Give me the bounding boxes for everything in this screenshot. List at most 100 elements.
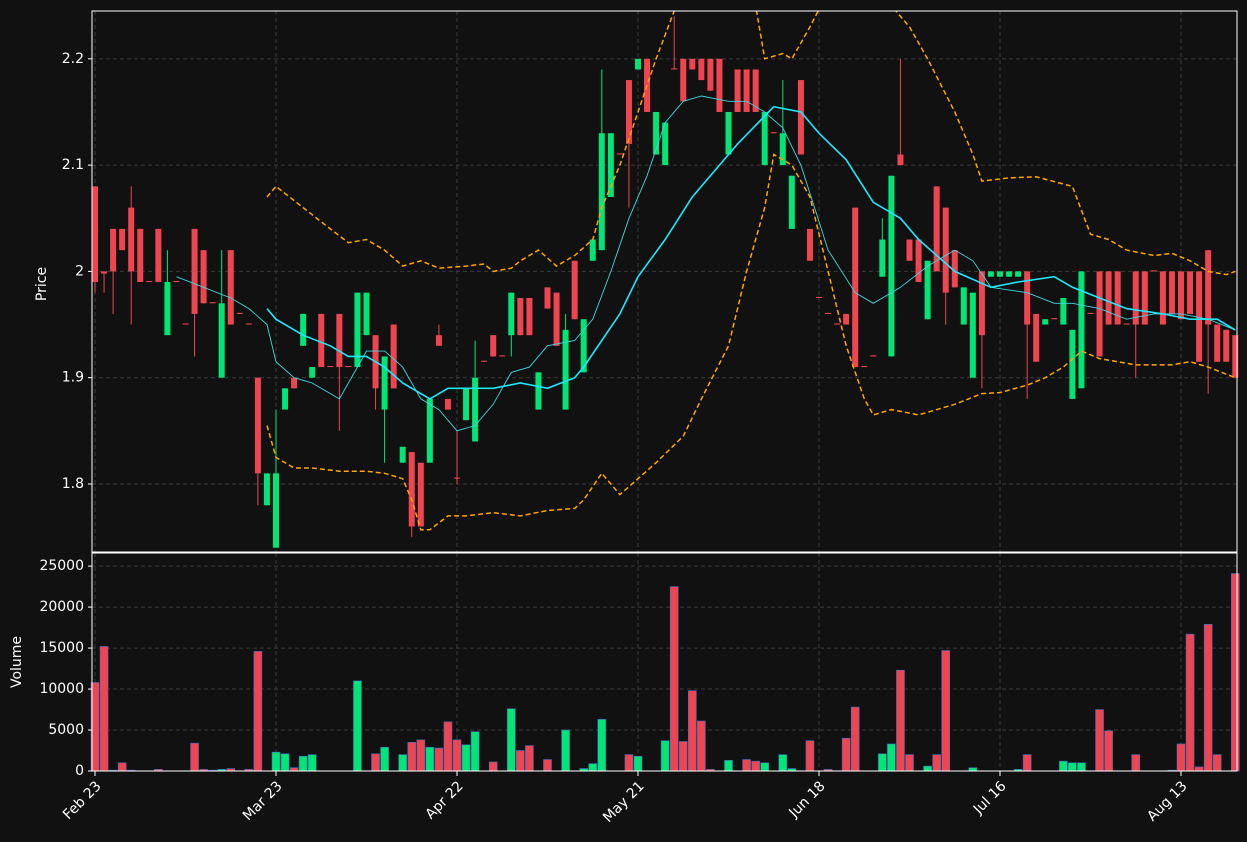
- volume-bar: [371, 753, 380, 772]
- candle-body: [499, 355, 506, 357]
- candle-body: [698, 58, 705, 81]
- candle-body: [363, 292, 370, 336]
- candle-body: [218, 303, 225, 378]
- volume-bar: [253, 651, 263, 772]
- volume-bar: [850, 706, 860, 772]
- candle-body: [779, 133, 786, 166]
- candle-body: [390, 324, 397, 389]
- candle-body: [254, 377, 261, 474]
- candle-body: [834, 323, 841, 325]
- candle-body: [435, 335, 442, 346]
- volume-bar: [1185, 633, 1195, 772]
- candle-body: [662, 122, 669, 166]
- volume-bar: [669, 586, 679, 772]
- volume-bar: [1104, 730, 1113, 772]
- volume-bar: [1059, 760, 1068, 772]
- volume-bar: [697, 720, 706, 772]
- candle-body: [273, 473, 279, 548]
- candle-body: [1168, 271, 1175, 314]
- candle-body: [1178, 271, 1184, 320]
- candle-body: [906, 239, 913, 261]
- candle-body: [1051, 318, 1058, 320]
- candle-body: [978, 271, 985, 336]
- candle-body: [137, 228, 144, 283]
- candle-body: [933, 186, 940, 272]
- volume-bar: [1022, 754, 1032, 772]
- candle-body: [1159, 271, 1166, 325]
- candle-body: [1132, 271, 1139, 325]
- volume-bar: [99, 646, 109, 772]
- candle-body: [191, 228, 198, 314]
- candle-body: [119, 228, 126, 251]
- volume-bar: [896, 669, 905, 772]
- candle-body: [1096, 271, 1103, 357]
- candle-body: [997, 271, 1003, 277]
- candle-body: [743, 69, 750, 112]
- candle-body: [987, 271, 994, 277]
- candle-body: [734, 69, 741, 112]
- volume-bar: [633, 755, 643, 772]
- candle-body: [1087, 312, 1094, 314]
- price-panel-frame: [91, 10, 1238, 553]
- candle-body: [1232, 335, 1239, 378]
- candle-body: [263, 473, 270, 506]
- candle-body: [598, 133, 605, 251]
- volume-bar: [561, 729, 570, 772]
- candle-body: [725, 111, 732, 155]
- moving-average-line: [266, 105, 1236, 400]
- candle-body: [680, 58, 687, 102]
- volume-bar: [488, 761, 498, 772]
- candle-body: [101, 271, 108, 274]
- candle-body: [481, 360, 488, 362]
- y-axis-label: Volume: [9, 636, 25, 688]
- volume-bar: [461, 744, 471, 772]
- volume-bar: [416, 739, 426, 772]
- volume-bar: [543, 759, 552, 772]
- candle-body: [1069, 329, 1076, 399]
- candle-body: [1187, 271, 1194, 314]
- y-tick-label: 20000: [39, 599, 84, 615]
- volume-bar: [516, 750, 525, 772]
- candle-body: [535, 372, 542, 410]
- volume-bar: [742, 759, 751, 772]
- candle-body: [300, 313, 307, 346]
- candle-body: [182, 323, 189, 325]
- candle-body: [1060, 297, 1067, 325]
- candle-body: [155, 228, 162, 283]
- candle-body: [1205, 250, 1212, 325]
- candle-body: [1078, 271, 1085, 389]
- candle-body: [354, 292, 361, 368]
- candle-body: [806, 228, 813, 261]
- candle-body: [852, 207, 859, 368]
- volume-bar: [407, 742, 417, 772]
- candle-body: [861, 365, 868, 368]
- candle-body: [616, 153, 623, 155]
- candle-body: [1114, 271, 1121, 325]
- y-tick-label: 25000: [39, 558, 84, 574]
- candle-body: [200, 250, 207, 304]
- candle-body: [1006, 271, 1013, 277]
- volume-bar: [624, 754, 634, 772]
- candle-body: [1223, 329, 1230, 362]
- volume-bar: [660, 740, 670, 772]
- candle-body: [209, 302, 216, 304]
- volume-bar: [1231, 573, 1240, 772]
- volume-bar: [778, 754, 788, 772]
- candle-body: [1024, 271, 1031, 325]
- y-tick-label: 10000: [39, 681, 84, 697]
- volume-bar: [190, 742, 199, 772]
- volume-bar: [805, 740, 815, 772]
- overlay-lines: [176, 11, 1236, 531]
- candle-body: [526, 297, 533, 336]
- volume-bar: [1077, 762, 1086, 772]
- candle-body: [173, 280, 180, 283]
- candle-body: [227, 250, 234, 325]
- volume-bar: [1212, 754, 1222, 772]
- candle-body: [318, 313, 325, 368]
- y-tick-label: 2.2: [62, 51, 84, 67]
- candle-body: [969, 292, 976, 378]
- volume-bar: [470, 731, 480, 772]
- candle-body: [562, 329, 569, 410]
- volume-bar: [905, 754, 914, 772]
